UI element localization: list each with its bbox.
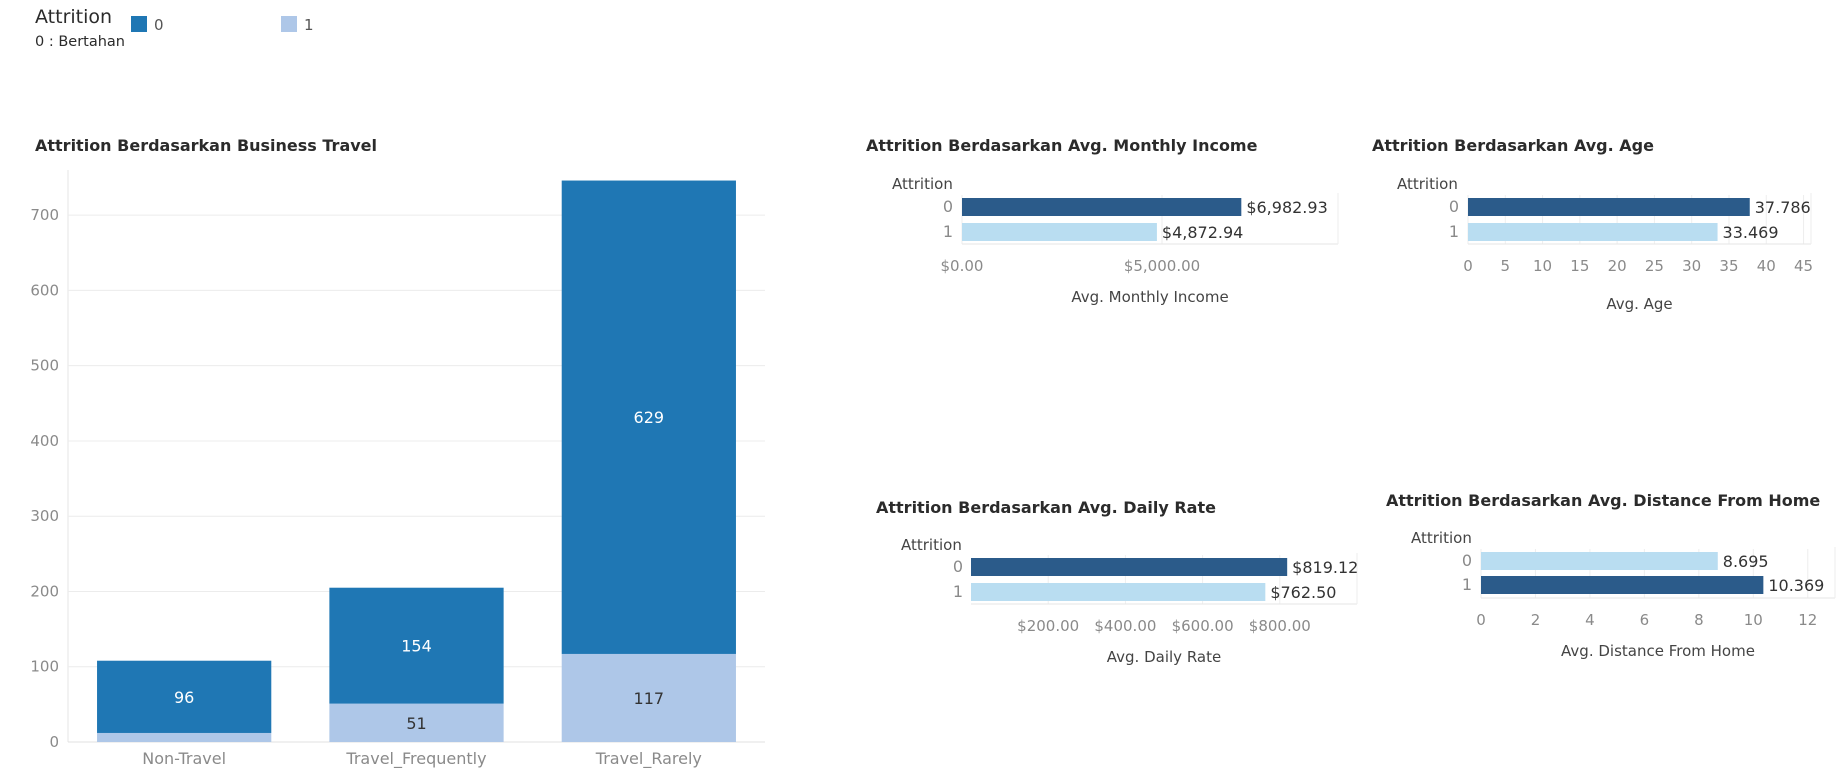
x-tick-label: 5 <box>1501 257 1511 275</box>
x-tick-label: 15 <box>1570 257 1589 275</box>
x-tick-label: 0 <box>1463 257 1473 275</box>
x-tick-label: 30 <box>1682 257 1701 275</box>
legend-label-0[interactable]: 0 <box>154 16 164 34</box>
bar-travel-frequently-series-0 <box>329 587 504 704</box>
x-tick-label: $800.00 <box>1249 617 1311 635</box>
bar-data-label: 629 <box>634 408 665 427</box>
category-label: 1 <box>953 582 963 601</box>
legend-note: 0 : Bertahan <box>35 34 125 50</box>
x-tick-label: $600.00 <box>1172 617 1234 635</box>
y-tick-label: 700 <box>30 206 59 224</box>
bar-attrition-1 <box>1481 576 1764 594</box>
bar-attrition-0 <box>1481 552 1718 570</box>
chart-title: Attrition Berdasarkan Avg. Age <box>1372 136 1654 155</box>
bar-non-travel-series-1 <box>97 732 272 742</box>
legend: Attrition 0 : Bertahan 0 1 <box>35 6 314 50</box>
bar-data-label: 96 <box>174 688 194 707</box>
x-tick-label: 10 <box>1744 611 1763 629</box>
x-tick-label: 0 <box>1476 611 1486 629</box>
category-axis-title: Attrition <box>892 175 953 193</box>
bar-data-label: 154 <box>401 637 432 656</box>
bar-attrition-0 <box>1468 198 1750 216</box>
x-tick-label: $0.00 <box>941 257 984 275</box>
bar-data-label: 117 <box>634 689 665 708</box>
legend-label-1[interactable]: 1 <box>304 16 314 34</box>
x-tick-label: 45 <box>1794 257 1813 275</box>
legend-swatch-1[interactable] <box>281 16 297 32</box>
x-axis-title: Avg. Daily Rate <box>1107 648 1221 666</box>
y-tick-label: 600 <box>30 281 59 299</box>
daily-rate-chart: Attrition Berdasarkan Avg. Daily Rate At… <box>876 498 1358 666</box>
monthly-income-chart: Attrition Berdasarkan Avg. Monthly Incom… <box>866 136 1339 306</box>
x-tick-label: Non-Travel <box>142 749 226 768</box>
category-axis-title: Attrition <box>1411 529 1472 547</box>
x-axis-title: Avg. Age <box>1606 295 1672 313</box>
x-axis-title: Avg. Distance From Home <box>1561 642 1755 660</box>
x-tick-label: Travel_Rarely <box>595 749 702 769</box>
legend-swatch-0[interactable] <box>131 16 147 32</box>
bar-travel-frequently-series-1 <box>329 703 504 742</box>
x-tick-label: 4 <box>1585 611 1595 629</box>
y-tick-label: 0 <box>49 733 59 751</box>
bar-attrition-1 <box>971 583 1266 601</box>
bar-attrition-1 <box>1468 223 1718 241</box>
x-tick-label: 2 <box>1531 611 1541 629</box>
y-tick-label: 300 <box>30 507 59 525</box>
distance-from-home-chart: Attrition Berdasarkan Avg. Distance From… <box>1386 491 1836 660</box>
bar-travel-rarely-series-1 <box>561 653 736 742</box>
x-tick-label: $200.00 <box>1017 617 1079 635</box>
x-axis-title: Avg. Monthly Income <box>1071 288 1228 306</box>
bar-travel-rarely-series-0 <box>561 180 736 654</box>
bar-value-label: 33.469 <box>1723 223 1779 242</box>
category-axis-title: Attrition <box>1397 175 1458 193</box>
bar-value-label: $819.12 <box>1292 558 1358 577</box>
bar-value-label: $762.50 <box>1270 583 1336 602</box>
bar-value-label: 8.695 <box>1723 552 1769 571</box>
x-tick-label: 12 <box>1798 611 1817 629</box>
x-tick-label: 20 <box>1608 257 1627 275</box>
chart-title: Attrition Berdasarkan Avg. Distance From… <box>1386 491 1820 510</box>
bar-non-travel-series-0 <box>97 660 272 733</box>
chart-title: Attrition Berdasarkan Avg. Daily Rate <box>876 498 1216 517</box>
category-label: 0 <box>1449 197 1459 216</box>
x-tick-label: 8 <box>1694 611 1704 629</box>
bar-value-label: $6,982.93 <box>1246 198 1327 217</box>
business-travel-chart: Attrition Berdasarkan Business Travel 0 1… <box>30 136 765 769</box>
age-chart: Attrition Berdasarkan Avg. Age Attrition… <box>1372 136 1813 313</box>
category-label: 0 <box>1462 551 1472 570</box>
bar-value-label: 37.786 <box>1755 198 1811 217</box>
x-tick-label: $400.00 <box>1094 617 1156 635</box>
bar-value-label: 10.369 <box>1768 576 1824 595</box>
category-label: 1 <box>1449 222 1459 241</box>
chart-title: Attrition Berdasarkan Avg. Monthly Incom… <box>866 136 1258 155</box>
x-tick-label: Travel_Frequently <box>345 749 486 769</box>
bar-attrition-0 <box>971 558 1288 576</box>
bar-attrition-0 <box>962 198 1242 216</box>
x-tick-label: 35 <box>1719 257 1738 275</box>
bar-attrition-1 <box>962 223 1157 241</box>
legend-title: Attrition <box>35 6 112 28</box>
y-tick-label: 500 <box>30 357 59 375</box>
x-tick-label: 40 <box>1757 257 1776 275</box>
bar-value-label: $4,872.94 <box>1162 223 1243 242</box>
x-tick-label: 25 <box>1645 257 1664 275</box>
y-tick-label: 100 <box>30 658 59 676</box>
x-tick-label: 10 <box>1533 257 1552 275</box>
x-tick-label: 6 <box>1640 611 1650 629</box>
y-tick-label: 400 <box>30 432 59 450</box>
chart-title: Attrition Berdasarkan Business Travel <box>35 136 377 155</box>
category-label: 1 <box>1462 575 1472 594</box>
x-tick-label: $5,000.00 <box>1124 257 1200 275</box>
category-label: 0 <box>953 557 963 576</box>
category-axis-title: Attrition <box>901 536 962 554</box>
category-label: 1 <box>943 222 953 241</box>
y-tick-label: 200 <box>30 582 59 600</box>
bar-data-label: 51 <box>406 714 426 733</box>
category-label: 0 <box>943 197 953 216</box>
